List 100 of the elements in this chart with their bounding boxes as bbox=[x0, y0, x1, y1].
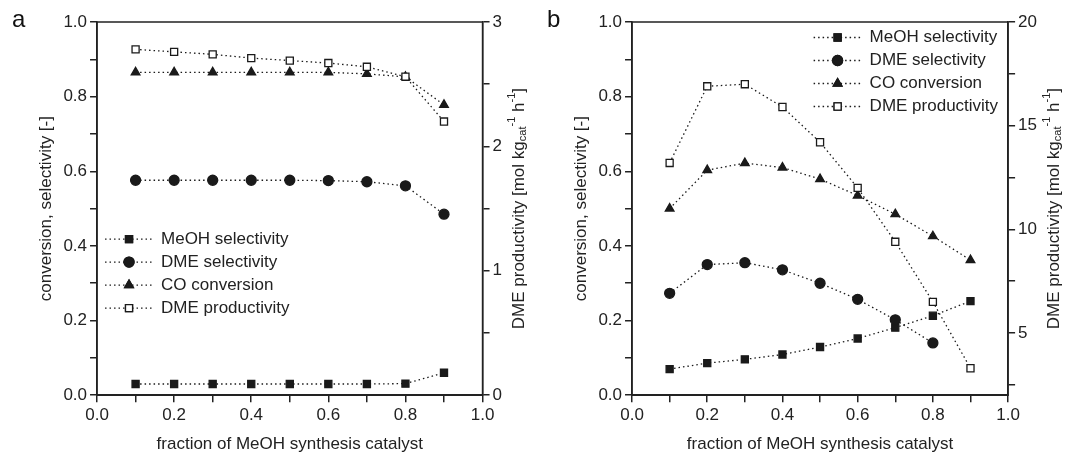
point bbox=[778, 102, 787, 112]
point bbox=[438, 208, 450, 220]
legend-label: DME selectivity bbox=[869, 50, 987, 70]
y2-tick-label: 10 bbox=[1018, 219, 1038, 239]
point bbox=[168, 174, 180, 186]
y-tick-label: 1.0 bbox=[598, 11, 623, 31]
y2-tick-label: 1 bbox=[492, 260, 503, 280]
x-tick-label: 0.6 bbox=[845, 405, 870, 425]
x-tick-label: 0.2 bbox=[162, 405, 186, 425]
point bbox=[928, 311, 938, 320]
point bbox=[891, 237, 900, 246]
point bbox=[664, 202, 675, 212]
y2-tick-label: 3 bbox=[492, 11, 503, 31]
point bbox=[245, 174, 257, 186]
y-tick-label: 0.0 bbox=[598, 384, 623, 404]
y-tick-label: 0.4 bbox=[63, 235, 88, 255]
y-tick-label: 0.4 bbox=[598, 235, 623, 255]
y2-tick-label: 5 bbox=[1018, 322, 1028, 342]
point bbox=[663, 287, 676, 299]
point bbox=[777, 161, 788, 171]
point bbox=[439, 117, 449, 126]
legend-label: DME selectivity bbox=[161, 251, 278, 271]
y-tick-label: 0.6 bbox=[598, 160, 623, 180]
x-tick-label: 0.0 bbox=[620, 405, 644, 425]
point bbox=[131, 379, 140, 389]
x-axis-title: fraction of MeOH synthesis catalyst bbox=[686, 434, 954, 454]
y-axis-title: conversion, selectivity [-] bbox=[570, 116, 590, 302]
point bbox=[928, 297, 938, 307]
point bbox=[739, 157, 750, 167]
point bbox=[207, 66, 218, 76]
x-tick-label: 1.0 bbox=[470, 405, 495, 425]
point bbox=[129, 174, 142, 186]
y2-tick-label: 20 bbox=[1018, 11, 1038, 31]
point bbox=[815, 173, 826, 183]
y-tick-label: 0.2 bbox=[598, 310, 623, 330]
y2-axis-title: DME productivity [mol kgcat-1 h-1] bbox=[505, 87, 529, 330]
point bbox=[702, 164, 713, 174]
point bbox=[285, 56, 294, 65]
point bbox=[247, 53, 256, 63]
point bbox=[323, 66, 334, 76]
point bbox=[890, 208, 901, 218]
point bbox=[284, 174, 296, 186]
point bbox=[208, 379, 217, 389]
x-tick-label: 0.0 bbox=[85, 405, 109, 425]
point bbox=[703, 82, 712, 91]
point bbox=[285, 379, 294, 389]
point bbox=[361, 176, 373, 188]
point bbox=[965, 254, 976, 264]
point bbox=[852, 293, 864, 305]
point bbox=[665, 158, 674, 168]
point bbox=[399, 180, 412, 192]
point bbox=[927, 230, 938, 240]
point bbox=[284, 66, 295, 76]
point bbox=[740, 80, 750, 89]
point bbox=[966, 296, 975, 306]
legend-label: DME productivity bbox=[161, 297, 291, 317]
point bbox=[247, 379, 256, 389]
point bbox=[776, 264, 789, 276]
point bbox=[169, 47, 179, 57]
x-tick-label: 0.4 bbox=[770, 405, 795, 425]
point bbox=[208, 50, 217, 59]
point bbox=[246, 66, 257, 76]
point bbox=[131, 45, 140, 54]
point bbox=[703, 358, 712, 368]
legend-label: CO conversion bbox=[161, 274, 274, 294]
point bbox=[324, 379, 333, 389]
point bbox=[207, 174, 219, 186]
x-tick-label: 1.0 bbox=[996, 405, 1020, 425]
legend-label: DME productivity bbox=[869, 96, 999, 116]
legend-label: MeOH selectivity bbox=[161, 228, 290, 248]
point bbox=[701, 258, 713, 271]
point bbox=[739, 257, 751, 269]
y-tick-label: 1.0 bbox=[63, 11, 88, 31]
legend-label: CO conversion bbox=[869, 73, 983, 93]
y2-tick-label: 2 bbox=[492, 136, 503, 156]
point bbox=[130, 66, 141, 76]
x-tick-label: 0.2 bbox=[695, 405, 720, 425]
point bbox=[815, 138, 825, 147]
x-tick-label: 0.8 bbox=[393, 405, 418, 425]
y-tick-label: 0.8 bbox=[63, 86, 88, 106]
point bbox=[927, 337, 939, 349]
text: a bbox=[12, 4, 26, 32]
y-tick-label: 0.0 bbox=[63, 384, 88, 404]
x-tick-label: 0.4 bbox=[239, 405, 264, 425]
y-tick-label: 0.2 bbox=[63, 310, 88, 330]
point bbox=[439, 368, 449, 377]
point bbox=[169, 379, 179, 389]
point bbox=[401, 379, 410, 388]
y2-tick-label: 15 bbox=[1018, 115, 1038, 135]
point bbox=[322, 174, 334, 187]
y2-axis-title: DME productivity [mol kgcat-1 h-1] bbox=[1040, 87, 1064, 330]
point bbox=[362, 379, 372, 389]
y-axis-title: conversion, selectivity [-] bbox=[35, 116, 55, 302]
point bbox=[439, 99, 449, 108]
point bbox=[324, 58, 333, 68]
point bbox=[853, 334, 862, 343]
y-tick-label: 0.6 bbox=[63, 160, 88, 180]
y2-tick-label: 0 bbox=[492, 384, 503, 404]
x-tick-label: 0.6 bbox=[316, 405, 341, 425]
point bbox=[740, 355, 750, 364]
